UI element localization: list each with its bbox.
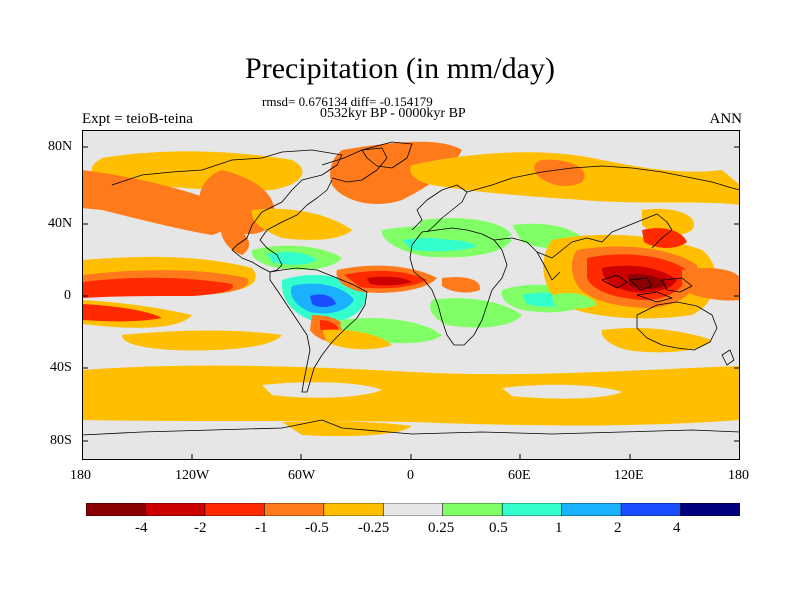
experiment-label: Expt = teioB-teina: [82, 111, 193, 127]
anomaly-region: [430, 298, 522, 328]
anomaly-region: [310, 294, 336, 307]
anomaly-region: [122, 330, 282, 351]
lon-label-0: 0: [407, 468, 414, 483]
colorbar-swatch: [382, 503, 444, 516]
colorbar: [86, 503, 740, 516]
lon-label-120w: 120W: [175, 468, 210, 483]
lat-label-40n: 40N: [48, 216, 73, 231]
anomaly-region: [627, 274, 667, 289]
anomaly-region: [82, 365, 740, 426]
colorbar-label: 0.5: [489, 520, 508, 536]
colorbar-swatch: [680, 503, 740, 516]
anomaly-region: [82, 304, 162, 322]
colorbar-label: 0.25: [428, 520, 455, 536]
anomaly-region: [267, 252, 317, 265]
lat-label-eq: 0: [64, 288, 71, 303]
coastlines: [82, 141, 740, 436]
colorbar-label: 4: [673, 520, 681, 536]
lon-label-120e: 120E: [614, 468, 644, 483]
time-period-label: 0532kyr BP - 0000kyr BP: [320, 106, 466, 121]
anomaly-region: [367, 276, 412, 286]
anomaly-region: [330, 141, 462, 205]
anomaly-region: [642, 228, 687, 248]
colorbar-swatch: [264, 503, 325, 516]
colorbar-swatch: [442, 503, 503, 516]
anomaly-region: [601, 328, 712, 353]
anomaly-region: [442, 277, 481, 293]
anomaly-region: [82, 277, 233, 298]
lon-label-60e: 60E: [508, 468, 531, 483]
colorbar-label: 2: [614, 520, 622, 536]
anomaly-region: [251, 208, 352, 240]
anomaly-region: [682, 268, 740, 301]
lon-label-180e: 180: [728, 468, 749, 483]
colorbar-swatch: [86, 503, 147, 516]
lat-label-80n: 80N: [48, 139, 73, 154]
anomaly-region: [262, 382, 382, 398]
lat-label-80s: 80S: [50, 433, 72, 448]
map-title: Precipitation (in mm/day): [245, 52, 555, 85]
colorbar-swatch: [145, 503, 206, 516]
anomaly-region: [502, 384, 622, 399]
anomaly-region: [402, 238, 477, 252]
lon-label-60w: 60W: [288, 468, 316, 483]
anomaly-region: [419, 218, 512, 241]
colorbar-label: -0.5: [305, 520, 329, 536]
colorbar-label: 1: [555, 520, 563, 536]
colorbar-label: -0.25: [358, 520, 390, 536]
lon-ticks: [191, 454, 631, 460]
anomaly-region: [220, 220, 250, 255]
anomaly-region: [82, 170, 227, 235]
colorbar-swatch: [561, 503, 622, 516]
anomaly-region: [552, 293, 597, 309]
lat-label-40s: 40S: [50, 360, 72, 375]
season-label: ANN: [709, 111, 743, 127]
colorbar-swatch: [620, 503, 682, 516]
colorbar-label: -2: [194, 520, 207, 536]
colorbar-swatch: [501, 503, 563, 516]
anomaly-region: [534, 159, 585, 186]
lon-label-180w: 180: [70, 468, 91, 483]
colorbar-swatch: [204, 503, 266, 516]
rmsd-diff-stats: rmsd= 0.676134 diff= -0.154179: [262, 94, 433, 109]
lat-ticks: [82, 146, 740, 442]
precipitation-anomaly-map: [82, 130, 740, 460]
colorbar-swatch: [323, 503, 385, 516]
colorbar-label: -4: [135, 520, 148, 536]
colorbar-label: -1: [255, 520, 268, 536]
